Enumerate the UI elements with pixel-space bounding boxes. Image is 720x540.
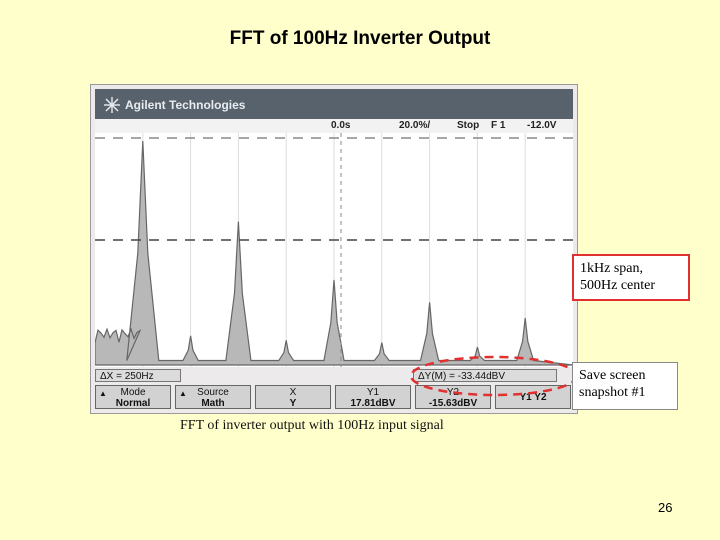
mode-value: Normal: [115, 398, 151, 409]
source-softkey[interactable]: ▲ Source Math: [175, 385, 251, 409]
status-run-state: Stop: [457, 120, 480, 131]
status-position: 0.0s: [331, 120, 351, 131]
arrow-up-icon: ▲: [179, 389, 187, 398]
y1-value: 17.81dBV: [350, 398, 396, 409]
y2-value: -15.63dBV: [428, 398, 478, 409]
y1y2-softkey[interactable]: Y1 Y2: [495, 385, 571, 409]
delta-y-readout: ΔY(M) = -33.44dBV: [413, 369, 557, 382]
y2-label: Y2: [446, 387, 460, 398]
softkey-bar: ▲ Mode Normal ▲ Source Math X Y Y1 17.81…: [95, 385, 573, 411]
y2-softkey[interactable]: Y2 -15.63dBV: [415, 385, 491, 409]
cursor-info-row: ΔX = 250Hz ΔY(M) = -33.44dBV: [95, 369, 573, 383]
xy-softkey[interactable]: X Y: [255, 385, 331, 409]
figure-caption: FFT of inverter output with 100Hz input …: [180, 418, 444, 433]
scope-header: Agilent Technologies: [95, 89, 573, 119]
arrow-up-icon: ▲: [99, 389, 107, 398]
sparkle-icon: [104, 97, 120, 113]
status-bar: 0.0s 20.0%/ Stop F 1 -12.0V: [95, 119, 573, 133]
status-scale: 20.0%/: [399, 120, 431, 131]
oscilloscope-screenshot: Agilent Technologies 0.0s 20.0%/ Stop F …: [90, 84, 578, 414]
fft-chart: [95, 133, 573, 367]
source-label: Source: [197, 387, 229, 398]
y1y2-label: Y1 Y2: [519, 392, 547, 403]
span-note-line2: 500Hz center: [580, 278, 656, 293]
fft-plot: [95, 133, 573, 367]
source-value: Math: [201, 398, 225, 409]
span-callout: 1kHz span, 500Hz center: [572, 254, 690, 301]
save-note-line2: snapshot #1: [579, 385, 646, 400]
xy-label: X: [289, 387, 297, 398]
save-callout: Save screen snapshot #1: [572, 362, 678, 410]
slide-title: FFT of 100Hz Inverter Output: [229, 28, 491, 49]
brand-name: Agilent Technologies: [125, 98, 246, 112]
xy-sub: Y: [289, 398, 297, 409]
brand: Agilent Technologies: [103, 96, 245, 114]
span-note-line1: 1kHz span,: [580, 261, 643, 276]
status-level: -12.0V: [527, 120, 557, 131]
status-trigger: F 1: [491, 120, 506, 131]
y1-softkey[interactable]: Y1 17.81dBV: [335, 385, 411, 409]
mode-label: Mode: [120, 387, 146, 398]
save-note-line1: Save screen: [579, 368, 646, 383]
page-number: 26: [658, 500, 673, 515]
y1-label: Y1: [366, 387, 380, 398]
mode-softkey[interactable]: ▲ Mode Normal: [95, 385, 171, 409]
delta-x-readout: ΔX = 250Hz: [95, 369, 181, 382]
